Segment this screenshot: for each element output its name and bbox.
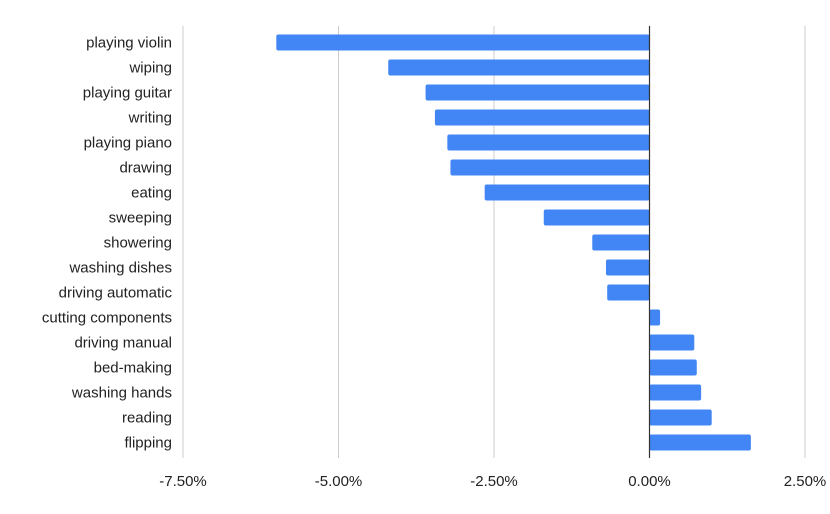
x-tick-label: -5.00% [315,473,363,490]
bar [649,309,661,326]
bars [276,34,751,451]
category-label: driving manual [74,335,172,352]
bar [543,209,650,226]
category-label: playing guitar [83,85,172,102]
bar [649,384,702,401]
category-label: playing violin [86,35,172,52]
bar [388,59,650,76]
category-label: showering [104,235,172,252]
x-tick-labels: -7.50% -5.00% -2.50% 0.00% 2.50% [159,473,826,490]
bar [605,259,650,276]
bar [425,84,650,101]
bar [649,434,751,451]
category-label: driving automatic [59,285,173,302]
category-label: washing dishes [68,260,172,277]
bar [607,284,650,301]
x-tick-label: 2.50% [784,473,827,490]
category-labels: playing violin wiping playing guitar writin… [42,35,173,452]
bar [447,134,650,151]
x-tick-label: -2.50% [470,473,518,490]
x-tick-label: -7.50% [159,473,207,490]
category-label: drawing [119,160,172,177]
category-label: reading [122,410,172,427]
bar [450,159,650,176]
bar [592,234,650,251]
category-label: sweeping [109,210,172,227]
bar [276,34,650,51]
category-label: bed-making [94,360,172,377]
category-label: playing piano [84,135,172,152]
bar [484,184,650,201]
x-tick-label: 0.00% [628,473,671,490]
category-label: flipping [124,435,172,452]
category-label: cutting components [42,310,172,327]
category-label: washing hands [71,385,172,402]
bar [649,409,712,426]
category-label: eating [131,185,172,202]
bar [434,109,650,126]
bar [649,334,695,351]
category-label: writing [128,110,172,127]
category-label: wiping [128,60,172,77]
bar [649,359,697,376]
